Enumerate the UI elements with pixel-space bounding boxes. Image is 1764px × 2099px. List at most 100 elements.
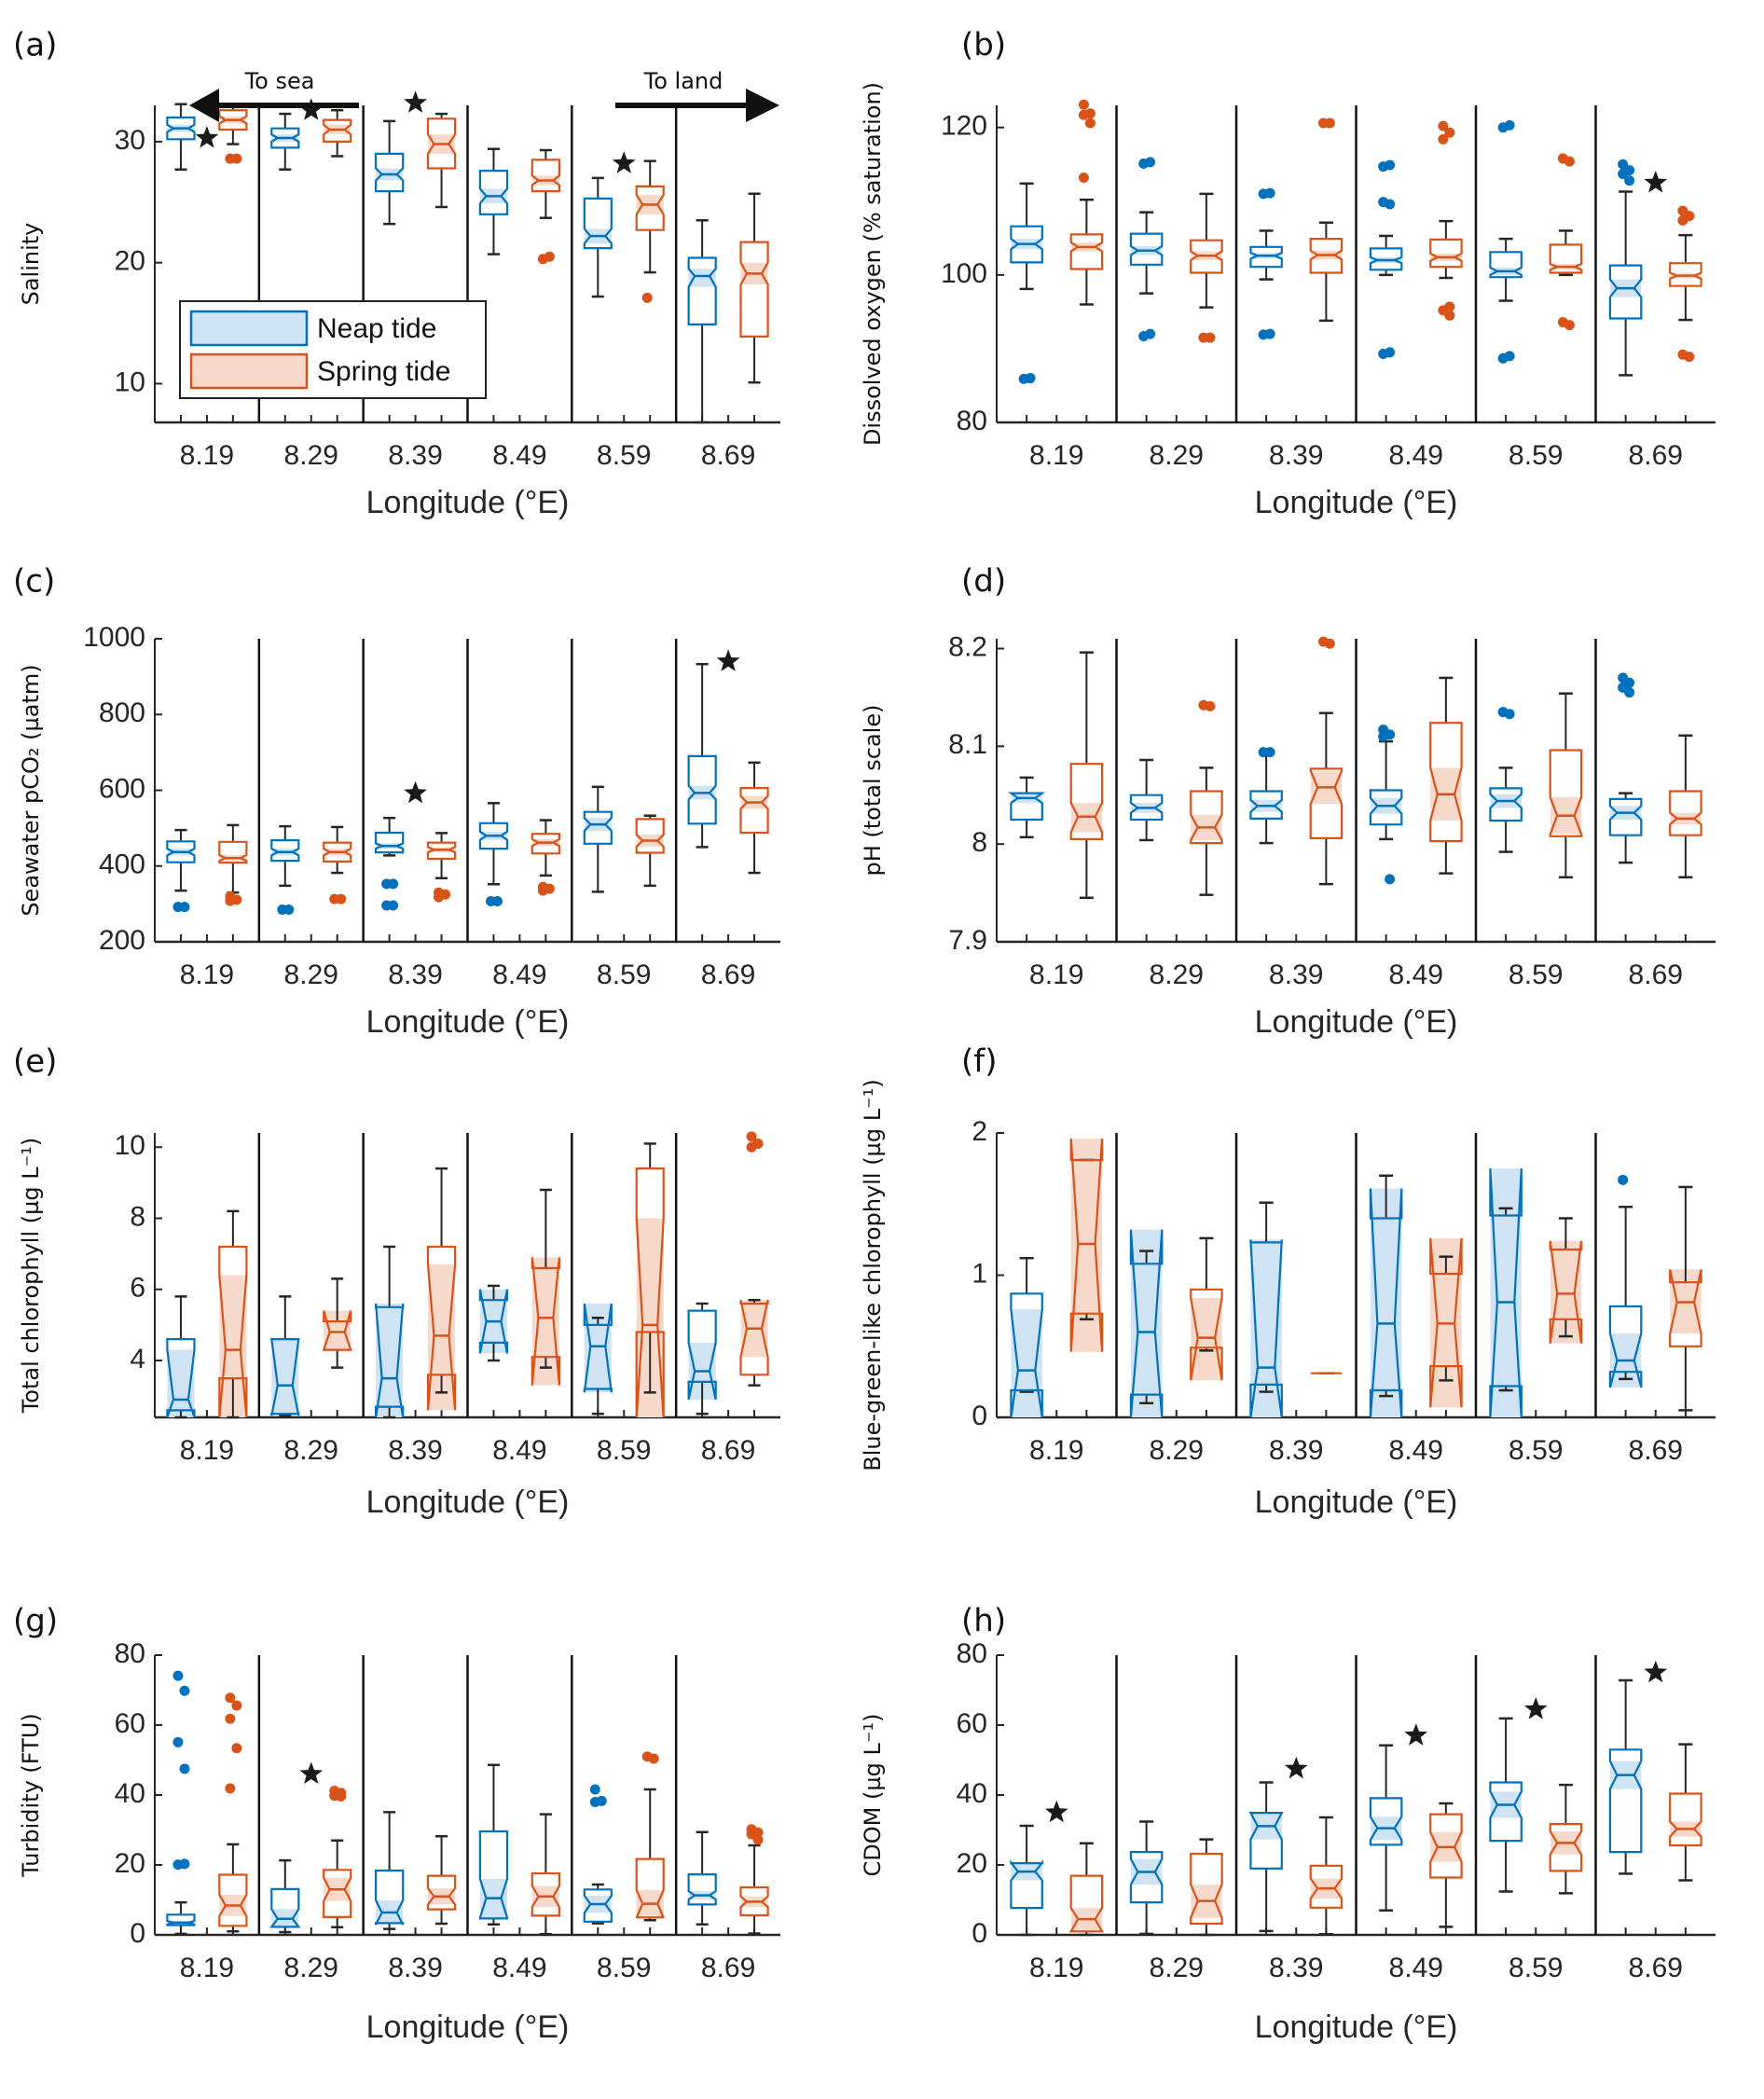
box-body bbox=[635, 1857, 665, 1919]
x-tick-label: 8.29 bbox=[284, 1435, 338, 1466]
neap-box bbox=[583, 785, 613, 893]
y-tick-label: 800 bbox=[99, 697, 145, 728]
box-body bbox=[478, 170, 509, 215]
x-tick-label: 8.39 bbox=[1269, 1435, 1323, 1466]
y-tick-label: 10 bbox=[115, 366, 145, 397]
y-tick-label: 20 bbox=[957, 1848, 987, 1879]
y-tick-label: 40 bbox=[957, 1778, 987, 1809]
neap-box bbox=[1369, 1744, 1403, 1912]
box-body bbox=[1068, 1874, 1104, 1933]
box-body bbox=[270, 1337, 300, 1416]
x-tick-label: 8.29 bbox=[1150, 440, 1204, 471]
spring-box bbox=[323, 108, 352, 158]
box-body bbox=[1129, 1850, 1164, 1904]
outlier-point bbox=[648, 1753, 659, 1764]
outlier-point bbox=[1145, 328, 1156, 339]
spring-box bbox=[739, 1131, 769, 1387]
significance-star bbox=[404, 780, 427, 804]
significance-star bbox=[299, 98, 324, 120]
box-body bbox=[1489, 1781, 1523, 1843]
spring-box bbox=[1429, 1237, 1463, 1408]
spring-box bbox=[218, 823, 248, 906]
y-tick-label: 100 bbox=[941, 258, 987, 289]
x-tick-label: 8.29 bbox=[284, 440, 338, 471]
y-axis-label: Salinity bbox=[18, 223, 44, 306]
x-axis-label: Longitude (°E) bbox=[1255, 1004, 1458, 1040]
box-body bbox=[739, 786, 769, 835]
box-body bbox=[166, 840, 196, 863]
x-tick-label: 8.59 bbox=[597, 1953, 651, 1983]
box-body bbox=[1190, 790, 1223, 845]
neap-box bbox=[583, 1784, 613, 1925]
neap-box bbox=[1129, 758, 1164, 842]
neap-box bbox=[1129, 1820, 1164, 1936]
x-tick-label: 8.59 bbox=[597, 960, 651, 990]
outlier-point bbox=[388, 900, 399, 911]
neap-box bbox=[687, 219, 717, 424]
box-body bbox=[218, 109, 248, 131]
box-body bbox=[269, 1887, 301, 1928]
neap-box bbox=[1608, 672, 1643, 864]
spring-box bbox=[1549, 692, 1583, 879]
to-sea-label: To sea bbox=[244, 68, 315, 94]
spring-box bbox=[322, 1277, 352, 1369]
spring-box bbox=[1669, 1743, 1702, 1882]
notch-shading bbox=[688, 269, 716, 287]
outlier-point bbox=[336, 1791, 347, 1802]
x-axis-label: Longitude (°E) bbox=[1255, 485, 1458, 520]
x-tick-label: 8.49 bbox=[492, 1953, 546, 1983]
outlier-point bbox=[225, 1692, 236, 1704]
outlier-point bbox=[179, 1858, 190, 1870]
neap-box bbox=[269, 1858, 301, 1934]
box-body bbox=[583, 1303, 613, 1393]
box-body bbox=[1608, 264, 1643, 320]
neap-box bbox=[478, 802, 509, 907]
significance-star bbox=[1644, 171, 1668, 193]
outlier-point bbox=[589, 1784, 600, 1795]
legend-neap-swatch bbox=[189, 310, 309, 347]
box-body bbox=[478, 822, 509, 850]
panel-label: (h) bbox=[961, 1603, 1006, 1640]
y-tick-label: 8.1 bbox=[948, 729, 987, 760]
box-body bbox=[478, 1289, 509, 1354]
box-body bbox=[1309, 767, 1344, 840]
x-axis-label: Longitude (°E) bbox=[366, 485, 570, 520]
box-body bbox=[1369, 247, 1403, 271]
spring-box bbox=[1309, 1816, 1344, 1936]
x-tick-label: 8.19 bbox=[180, 1435, 234, 1466]
spring-box bbox=[1669, 205, 1702, 363]
box-body bbox=[1069, 233, 1104, 270]
box-body bbox=[1669, 262, 1702, 287]
neap-box bbox=[1249, 1201, 1283, 1418]
outlier-point bbox=[1145, 157, 1156, 168]
y-tick-label: 4 bbox=[130, 1344, 145, 1374]
neap-box bbox=[687, 1830, 717, 1926]
y-tick-label: 1 bbox=[972, 1258, 987, 1289]
outlier-point bbox=[1618, 169, 1629, 180]
x-tick-label: 8.49 bbox=[1389, 440, 1443, 471]
outlier-point bbox=[1624, 175, 1635, 186]
y-axis-label: CDOM (µg L⁻¹) bbox=[860, 1714, 886, 1877]
box-body bbox=[375, 831, 405, 854]
neap-box bbox=[687, 662, 717, 849]
box-body bbox=[1129, 794, 1164, 822]
y-axis-label: pH (total scale) bbox=[860, 705, 886, 877]
x-tick-label: 8.29 bbox=[284, 1953, 338, 1983]
neap-box bbox=[1608, 1174, 1643, 1388]
box-body bbox=[218, 840, 248, 864]
neap-box bbox=[478, 1763, 509, 1926]
y-tick-label: 600 bbox=[99, 773, 145, 804]
spring-box bbox=[1429, 676, 1463, 875]
neap-box bbox=[270, 112, 300, 172]
spring-box bbox=[531, 819, 561, 896]
spring-box bbox=[635, 159, 665, 303]
outlier-point bbox=[1264, 328, 1275, 339]
box-body bbox=[218, 1245, 248, 1418]
box-body bbox=[1309, 1864, 1344, 1909]
outlier-point bbox=[1564, 320, 1575, 331]
outlier-point bbox=[1385, 874, 1396, 885]
neap-box bbox=[1129, 157, 1164, 341]
x-tick-label: 8.49 bbox=[492, 440, 546, 471]
outlier-point bbox=[1078, 99, 1089, 110]
